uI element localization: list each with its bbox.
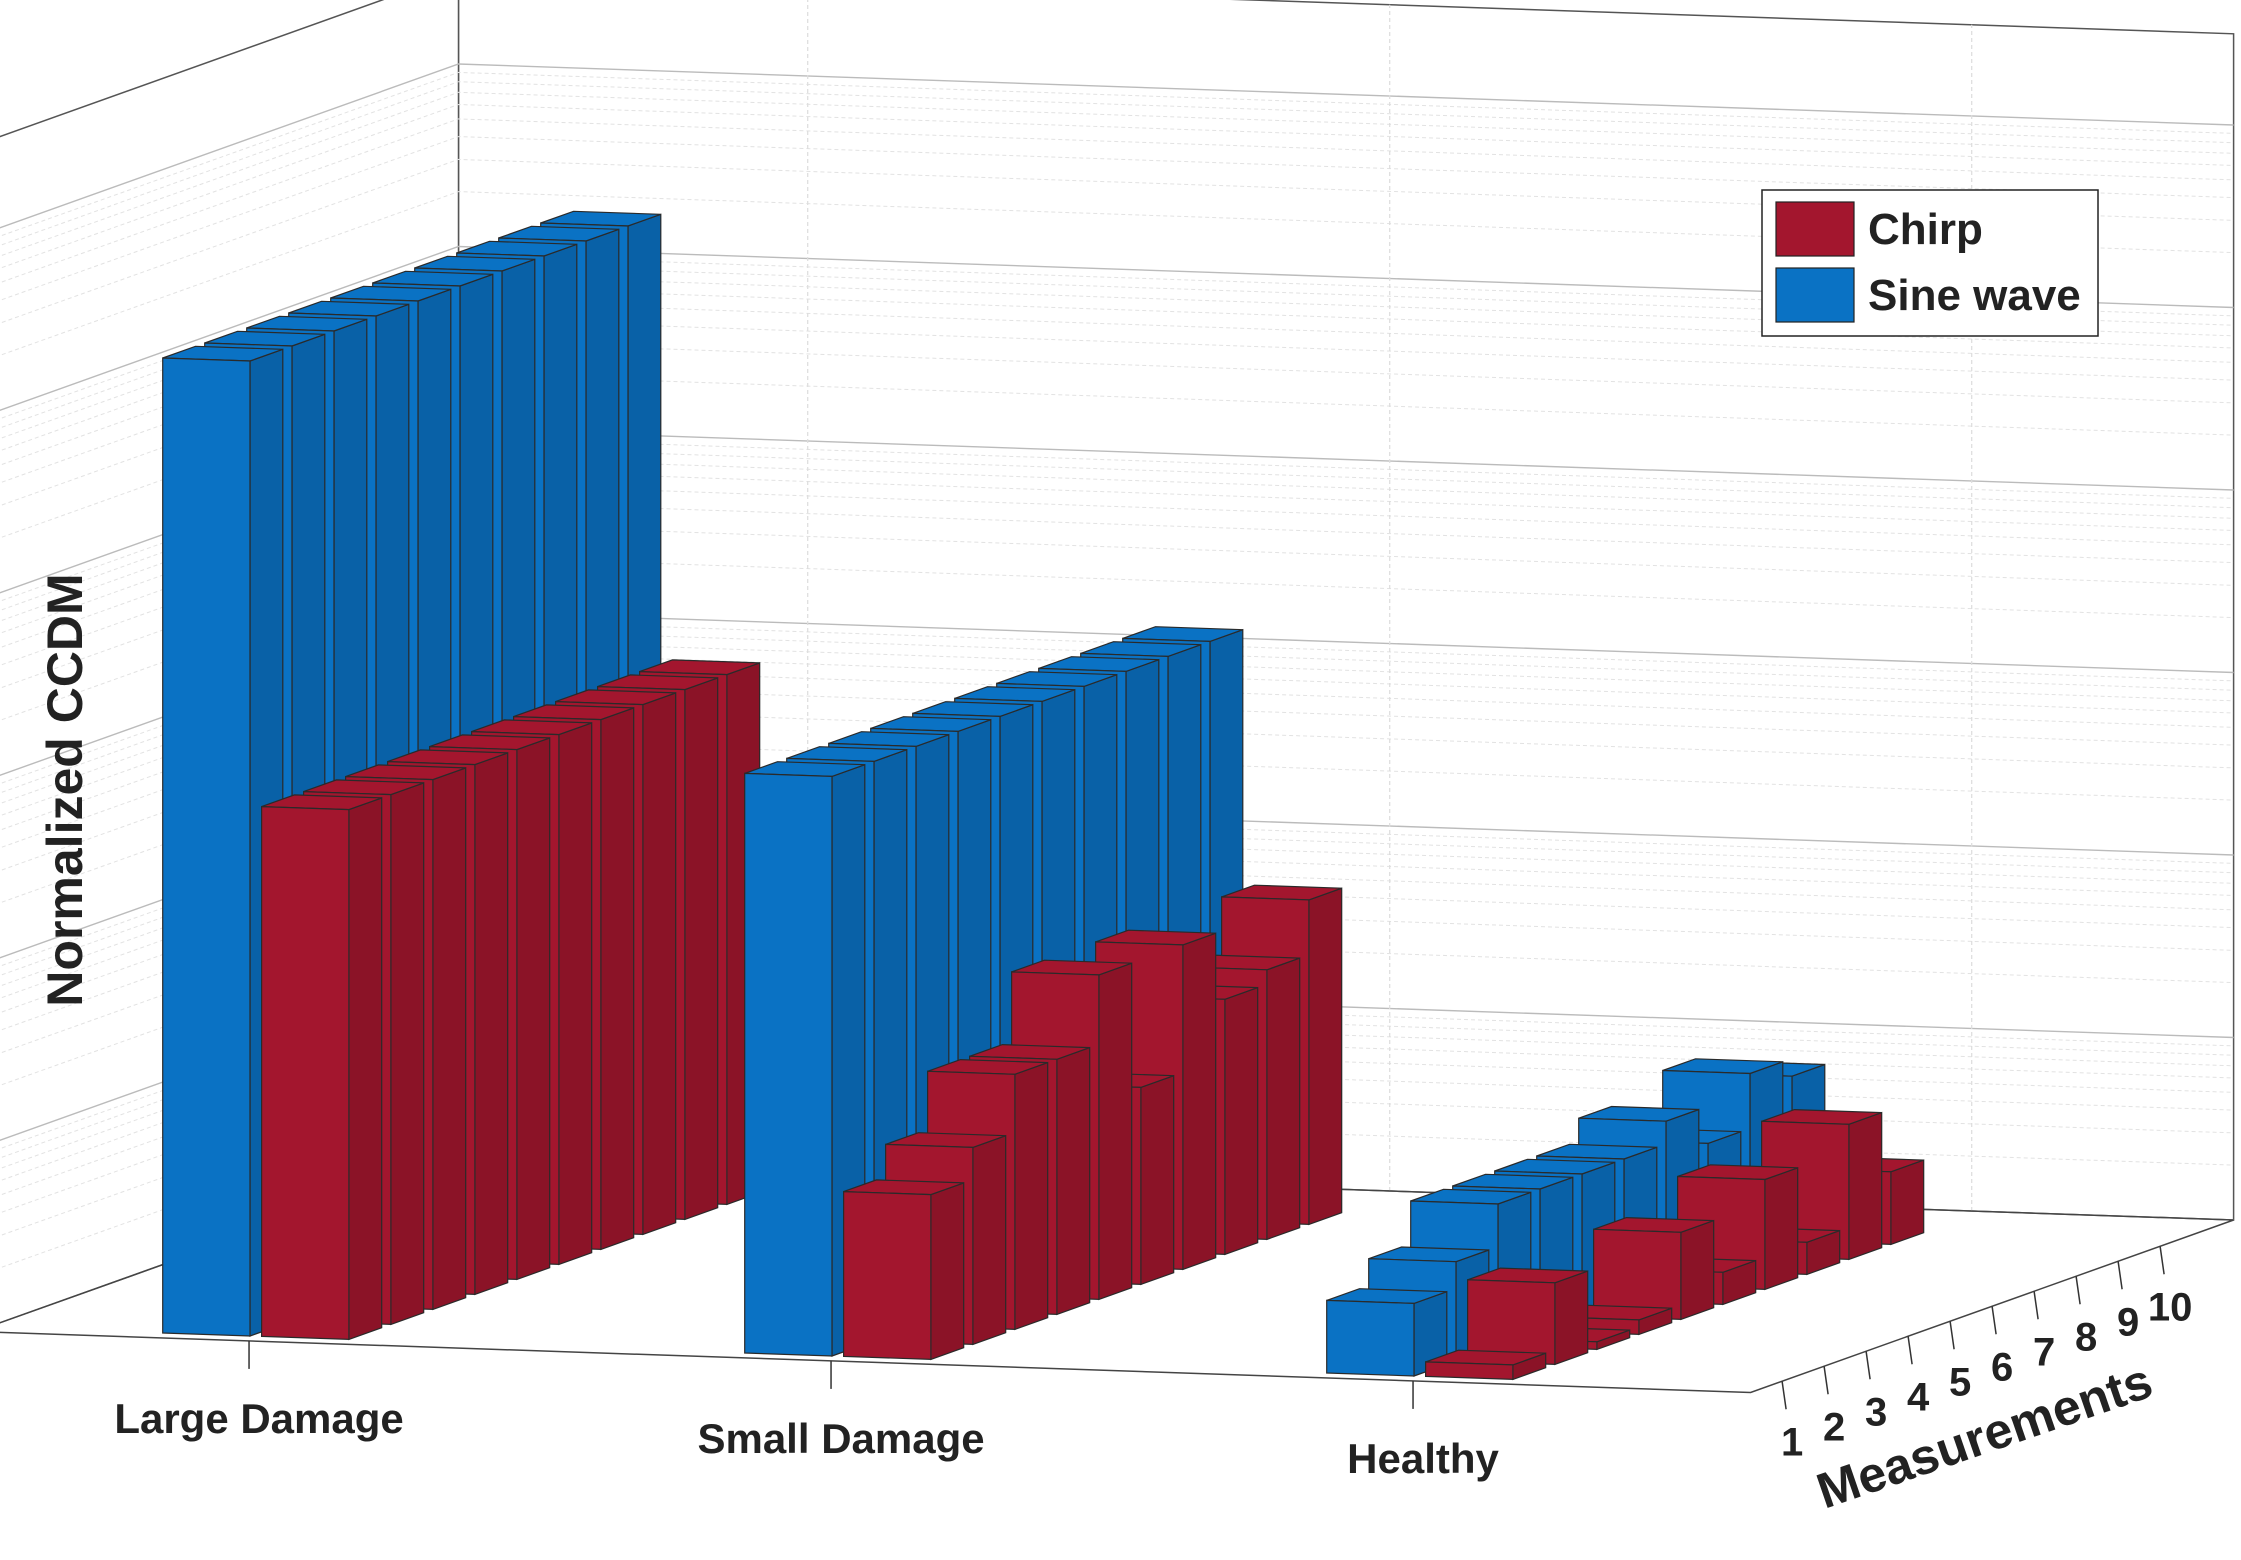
minor-gridline xyxy=(0,191,2234,356)
measurement-axis-title: Measurements xyxy=(1810,1352,2159,1519)
measurement-tick-label: 5 xyxy=(1949,1360,1971,1404)
measurement-tick-label: 4 xyxy=(1907,1375,1930,1419)
minor-gridline xyxy=(0,136,2234,301)
measurement-tick xyxy=(2033,1291,2039,1320)
bar-chirp-large-damage-m1 xyxy=(261,794,383,1341)
measurement-tick xyxy=(2117,1261,2123,1290)
measurement-tick xyxy=(1991,1306,1997,1335)
bar-chirp-healthy-m1 xyxy=(1424,1349,1547,1381)
bar-sine-wave-small-damage-m1 xyxy=(744,761,866,1357)
minor-gridline xyxy=(0,118,2234,284)
measurement-tick-label: 9 xyxy=(2117,1300,2139,1344)
measurement-tick-label: 6 xyxy=(1991,1345,2013,1389)
measurement-tick-label: 2 xyxy=(1823,1405,1845,1449)
measurement-tick xyxy=(1781,1381,1787,1410)
legend-label: Sine wave xyxy=(1868,271,2081,320)
minor-gridline xyxy=(0,103,2234,269)
measurement-tick-label: 8 xyxy=(2075,1315,2097,1359)
group-label: Small Damage xyxy=(697,1415,984,1462)
legend-swatch xyxy=(1775,201,1855,257)
bars xyxy=(162,210,1925,1381)
bar-sine-wave-healthy-m1 xyxy=(1326,1288,1448,1377)
measurement-tick xyxy=(1949,1321,1955,1350)
legend: Chirp Sine wave xyxy=(1761,189,2099,337)
legend-swatch xyxy=(1775,267,1855,323)
bar-chirp-small-damage-m1 xyxy=(842,1179,965,1361)
group-label: Large Damage xyxy=(114,1395,403,1442)
y-axis-title: Normalized CCDM xyxy=(37,573,93,1006)
legend-label: Chirp xyxy=(1868,205,1983,254)
minor-gridline xyxy=(0,158,2234,324)
measurement-tick xyxy=(2075,1276,2081,1305)
measurement-tick xyxy=(2159,1246,2165,1275)
bar-chirp-healthy-m9 xyxy=(1760,1108,1883,1261)
minor-gridline xyxy=(0,81,2234,246)
measurement-tick-label: 1 xyxy=(1781,1420,1803,1464)
minor-gridline xyxy=(0,71,2234,237)
group-label: Healthy xyxy=(1347,1435,1499,1482)
major-gridline xyxy=(0,63,2234,229)
measurement-tick xyxy=(1865,1351,1871,1380)
measurement-tick xyxy=(1823,1366,1829,1395)
measurement-tick-label: 7 xyxy=(2033,1330,2055,1374)
bar-chirp-healthy-m5 xyxy=(1592,1216,1715,1321)
measurement-tick-label: 10 xyxy=(2148,1285,2193,1329)
major-gridline xyxy=(0,245,2234,411)
measurement-tick xyxy=(1907,1336,1913,1365)
measurement-tick-label: 3 xyxy=(1865,1390,1887,1434)
bar-chirp-healthy-m2 xyxy=(1466,1267,1589,1366)
minor-gridline xyxy=(0,91,2234,257)
